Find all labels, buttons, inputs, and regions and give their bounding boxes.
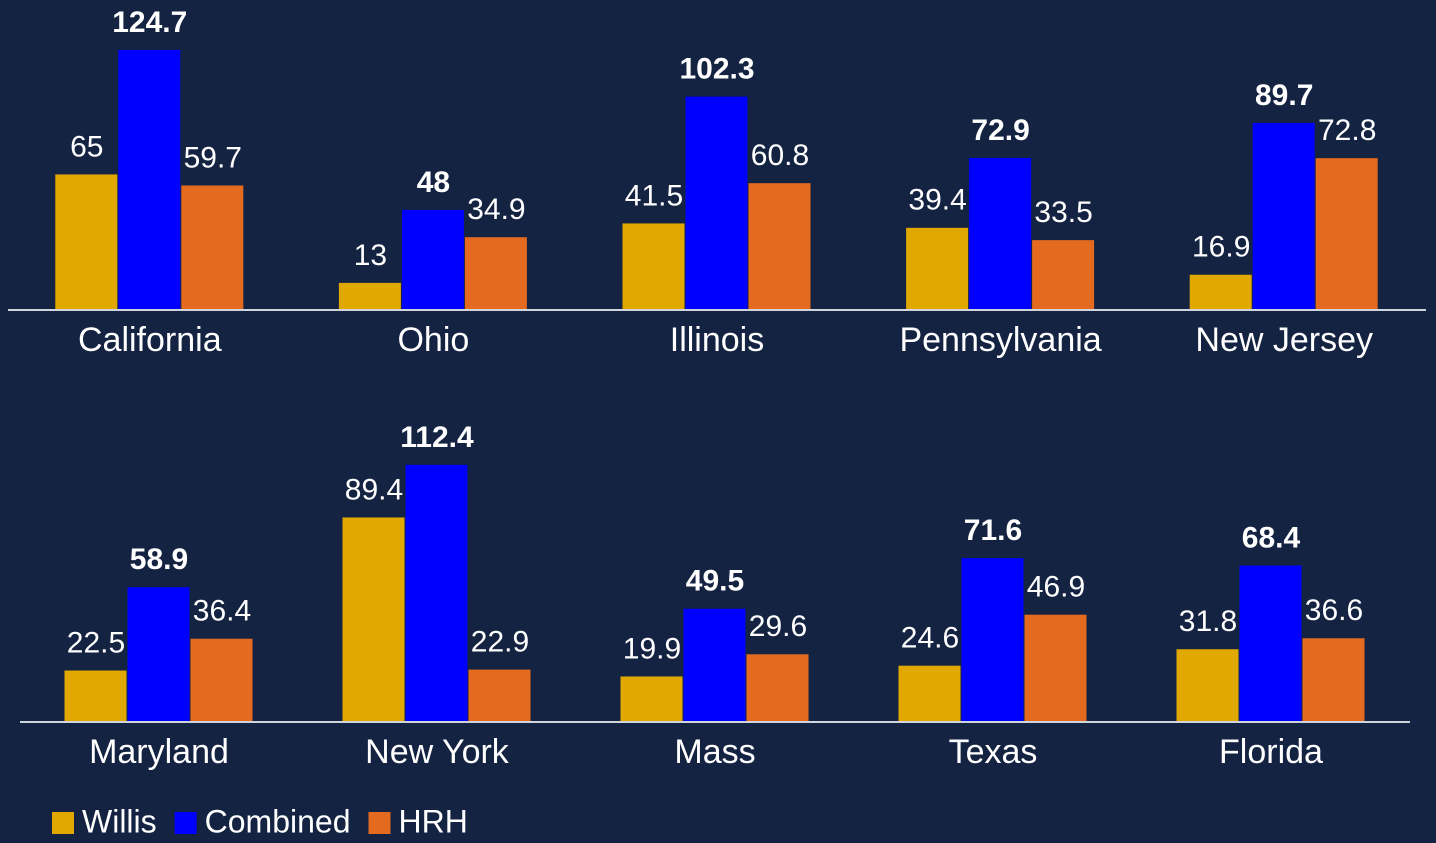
value-label: 22.9 bbox=[471, 626, 529, 659]
value-label: 65 bbox=[70, 130, 103, 163]
legend-label: Willis bbox=[82, 803, 157, 839]
value-label: 48 bbox=[417, 166, 450, 199]
bar bbox=[961, 558, 1024, 722]
bar bbox=[1315, 158, 1378, 310]
x-tick-label: Pennsylvania bbox=[899, 321, 1101, 359]
bar bbox=[55, 174, 118, 310]
value-label: 72.9 bbox=[971, 114, 1029, 147]
x-tick-label: New York bbox=[365, 733, 510, 771]
value-label: 71.6 bbox=[964, 514, 1022, 547]
value-label: 19.9 bbox=[623, 632, 681, 665]
bar bbox=[1024, 614, 1087, 722]
value-label: 49.5 bbox=[686, 565, 744, 598]
value-label: 41.5 bbox=[625, 179, 683, 212]
value-label: 31.8 bbox=[1179, 605, 1237, 638]
value-label: 112.4 bbox=[400, 421, 474, 454]
bar bbox=[405, 464, 468, 722]
bar bbox=[468, 669, 531, 722]
x-tick-label: Mass bbox=[674, 733, 755, 771]
legend-swatch bbox=[52, 812, 74, 834]
value-label: 29.6 bbox=[749, 610, 807, 643]
bar bbox=[748, 183, 811, 310]
value-label: 22.5 bbox=[67, 626, 125, 659]
bar bbox=[1032, 240, 1095, 310]
value-label: 68.4 bbox=[1242, 521, 1301, 554]
legend-swatch bbox=[368, 812, 391, 834]
value-label: 36.6 bbox=[1305, 594, 1363, 627]
bar bbox=[401, 209, 464, 310]
bar bbox=[1252, 122, 1315, 310]
bar bbox=[622, 223, 685, 310]
value-label: 102.3 bbox=[679, 53, 754, 86]
x-tick-label: Illinois bbox=[670, 321, 764, 359]
value-label: 13 bbox=[354, 239, 387, 272]
x-tick-label: Florida bbox=[1219, 733, 1323, 771]
value-label: 16.9 bbox=[1192, 231, 1250, 264]
bar bbox=[464, 237, 527, 310]
bar bbox=[746, 654, 809, 722]
bar bbox=[1189, 274, 1252, 310]
bar bbox=[338, 282, 401, 310]
legend-label: HRH bbox=[399, 803, 468, 839]
legend-swatch bbox=[174, 812, 197, 834]
value-label: 58.9 bbox=[130, 543, 188, 576]
bar bbox=[685, 96, 748, 310]
bar bbox=[181, 185, 244, 310]
x-tick-label: Ohio bbox=[397, 321, 469, 359]
value-label: 60.8 bbox=[751, 139, 809, 172]
value-label: 59.7 bbox=[184, 141, 242, 174]
value-label: 34.9 bbox=[467, 193, 525, 226]
bar bbox=[1176, 649, 1239, 722]
x-tick-label: New Jersey bbox=[1195, 321, 1373, 359]
bar bbox=[620, 676, 683, 722]
legend-label: Combined bbox=[205, 803, 351, 839]
bar bbox=[118, 49, 181, 310]
value-label: 36.4 bbox=[193, 595, 251, 628]
x-tick-label: Texas bbox=[949, 733, 1038, 771]
bar bbox=[342, 517, 405, 722]
bar bbox=[64, 670, 127, 722]
bar bbox=[906, 227, 969, 310]
value-label: 33.5 bbox=[1034, 196, 1092, 229]
x-tick-label: California bbox=[78, 321, 222, 359]
value-label: 46.9 bbox=[1027, 571, 1085, 604]
bar bbox=[1239, 565, 1302, 722]
bar bbox=[683, 608, 746, 722]
bar bbox=[190, 638, 253, 722]
value-label: 89.4 bbox=[345, 473, 403, 506]
value-label: 24.6 bbox=[901, 622, 959, 655]
value-label: 39.4 bbox=[908, 184, 966, 217]
bar bbox=[127, 587, 190, 722]
bar bbox=[1302, 638, 1365, 722]
value-label: 89.7 bbox=[1255, 79, 1313, 112]
value-label: 72.8 bbox=[1318, 114, 1376, 147]
bar bbox=[969, 157, 1032, 310]
x-tick-label: Maryland bbox=[89, 733, 229, 771]
bar bbox=[898, 665, 961, 722]
value-label: 124.7 bbox=[112, 6, 187, 39]
